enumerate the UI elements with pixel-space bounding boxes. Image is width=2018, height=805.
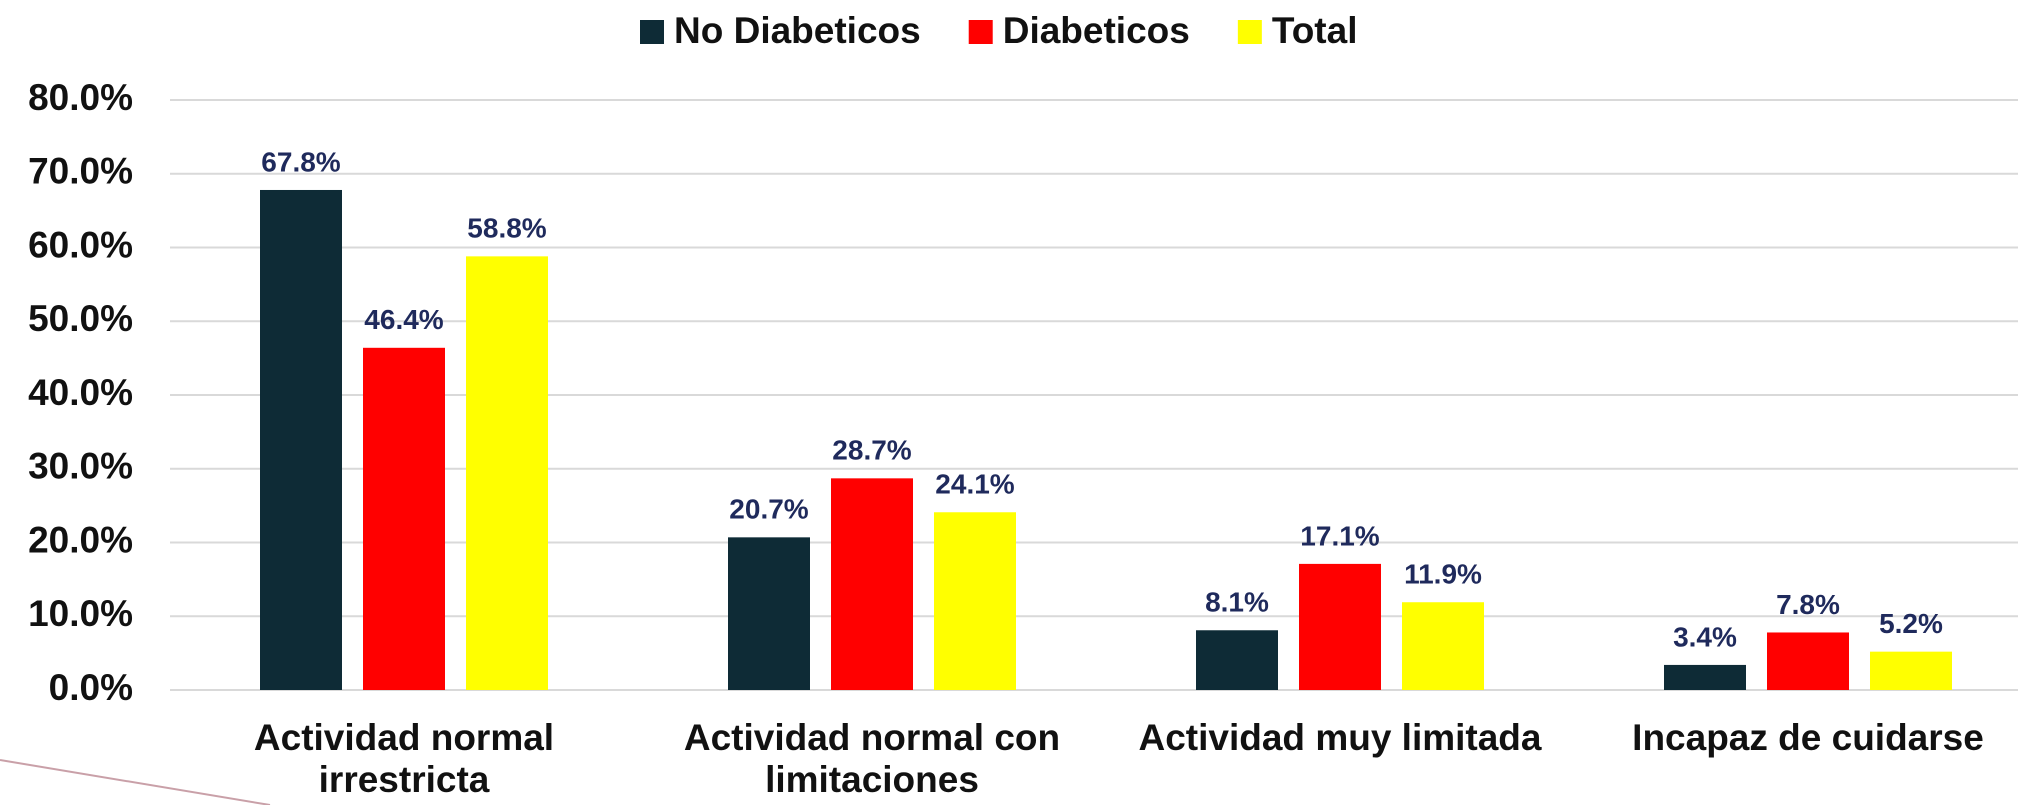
- legend-label: No Diabeticos: [674, 10, 921, 51]
- decor-line: [0, 759, 271, 805]
- legend-label: Total: [1272, 10, 1358, 51]
- value-label: 3.4%: [1673, 621, 1737, 652]
- y-tick-label: 30.0%: [28, 446, 133, 487]
- legend-swatch: [1237, 20, 1262, 44]
- legend-label: Diabeticos: [1003, 10, 1190, 51]
- bar: [1299, 563, 1381, 690]
- x-tick-label: Actividad normal con limitaciones: [683, 717, 1061, 800]
- value-label: 8.1%: [1205, 587, 1269, 618]
- y-tick-label: 10.0%: [28, 593, 133, 634]
- legend-swatch: [640, 20, 664, 44]
- y-tick-label: 70.0%: [28, 151, 133, 192]
- x-tick-label: Incapaz de cuidarse: [1632, 717, 1984, 758]
- value-label: 46.4%: [364, 304, 443, 335]
- bar: [260, 189, 342, 690]
- bar: [466, 256, 548, 690]
- value-label: 58.8%: [467, 213, 546, 244]
- value-label: 17.1%: [1300, 520, 1379, 551]
- bar: [1402, 602, 1484, 690]
- bar: [831, 478, 913, 690]
- x-tick-label: Actividad muy limitada: [1138, 717, 1542, 758]
- value-label: 7.8%: [1776, 589, 1840, 620]
- value-label: 67.8%: [261, 146, 340, 177]
- legend-swatch: [968, 20, 993, 44]
- value-label: 11.9%: [1404, 559, 1482, 590]
- value-label: 5.2%: [1879, 608, 1943, 639]
- bar: [363, 347, 445, 690]
- y-tick-label: 40.0%: [28, 372, 133, 413]
- bar: [728, 537, 810, 690]
- bar: [1767, 632, 1849, 690]
- y-tick-label: 80.0%: [28, 77, 133, 118]
- bar: [1196, 630, 1278, 690]
- bar: [934, 512, 1016, 690]
- x-tick-label: Actividad normal irrestricta: [253, 717, 555, 800]
- y-tick-label: 20.0%: [28, 519, 133, 560]
- bar: [1664, 664, 1746, 690]
- value-label: 20.7%: [729, 494, 808, 525]
- value-label: 24.1%: [935, 469, 1014, 500]
- y-tick-label: 60.0%: [28, 224, 133, 265]
- bar: [1870, 651, 1952, 690]
- value-label: 28.7%: [832, 435, 911, 466]
- y-tick-label: 50.0%: [28, 298, 133, 339]
- y-tick-label: 0.0%: [49, 667, 133, 708]
